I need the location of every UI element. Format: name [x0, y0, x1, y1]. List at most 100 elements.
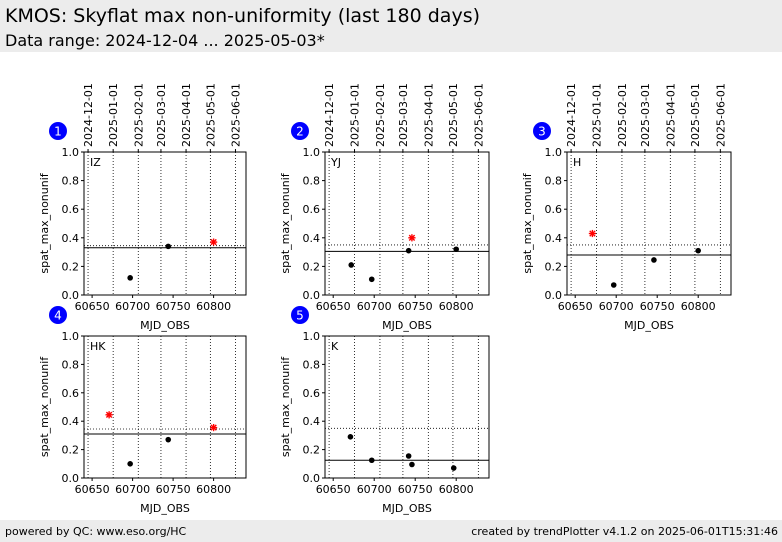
- outlier-stroke: [105, 411, 113, 419]
- panel-number-badge: [291, 306, 309, 324]
- y-tick-label: 0.2: [303, 444, 321, 457]
- data-point: [450, 465, 457, 471]
- data-point: [453, 246, 460, 253]
- x-tick-label: 60750: [156, 483, 191, 496]
- date-tick-label: 2025-04-01: [180, 83, 193, 147]
- x-tick-label: 60750: [156, 300, 191, 313]
- y-axis-label: spat_max_nonunif: [38, 356, 51, 457]
- x-tick-label: 60700: [599, 300, 634, 313]
- outlier-point: [210, 423, 218, 432]
- panel-number-badge: [533, 122, 551, 140]
- data-range-subtitle: Data range: 2024-12-04 ... 2025-05-03*: [5, 31, 325, 50]
- y-tick-label: 0.8: [303, 358, 321, 371]
- panel-number-label: 4: [54, 309, 62, 323]
- x-tick-label: 60750: [398, 300, 433, 313]
- y-tick-label: 0.0: [303, 289, 321, 302]
- y-axis-label: spat_max_nonunif: [279, 356, 292, 457]
- panel-number-badge: [49, 122, 67, 140]
- outlier-point: [408, 234, 416, 242]
- x-tick-label: 60750: [398, 483, 433, 496]
- date-tick-label: 2024-12-01: [82, 83, 95, 147]
- y-tick-label: 0.2: [545, 260, 563, 273]
- y-tick-label: 1.0: [303, 146, 321, 159]
- y-tick-label: 0.6: [303, 387, 321, 400]
- y-tick-label: 1.0: [62, 330, 80, 343]
- chart-panel-4: 0.0 0.2 0.4 0.6 0.8 1.0 60650 60700 60750 60800 MJ…: [38, 306, 247, 515]
- plot-frame: [324, 151, 490, 296]
- x-tick-label: 60800: [439, 483, 474, 496]
- band-label: IZ: [90, 156, 101, 169]
- panel-number-label: 2: [296, 125, 304, 139]
- x-tick-label: 60650: [558, 300, 593, 313]
- date-tick-label: 2025-03-01: [397, 83, 410, 147]
- x-tick-label: 60700: [357, 300, 392, 313]
- x-tick-label: 60700: [357, 483, 392, 496]
- panel-number-badge: [291, 122, 309, 140]
- y-tick-label: 0.4: [62, 415, 80, 428]
- x-tick-label: 60800: [439, 300, 474, 313]
- y-tick-label: 0.4: [545, 232, 563, 245]
- date-tick-label: 2025-02-01: [132, 83, 145, 147]
- y-tick-label: 1.0: [303, 330, 321, 343]
- y-tick-label: 0.0: [62, 472, 80, 485]
- data-point: [651, 257, 657, 263]
- data-point: [347, 434, 354, 440]
- y-tick-label: 0.8: [545, 175, 563, 188]
- date-tick-label: 2025-01-01: [349, 83, 362, 147]
- date-tick-label: 2025-06-01: [714, 83, 727, 147]
- y-tick-label: 0.8: [62, 358, 80, 371]
- data-point: [405, 453, 412, 459]
- y-tick-label: 0.2: [62, 260, 80, 273]
- x-tick-label: 60700: [115, 300, 150, 313]
- y-tick-label: 0.6: [303, 203, 321, 216]
- chart-panel-1: 0.0 0.2 0.4 0.6 0.8 1.0 60650 60700 60750 60800 20…: [38, 83, 247, 332]
- y-tick-label: 0.8: [62, 175, 80, 188]
- date-tick-label: 2024-12-01: [565, 83, 578, 147]
- x-axis-label: MJD_OBS: [624, 319, 674, 332]
- outlier-stroke: [589, 230, 596, 237]
- y-tick-label: 0.6: [62, 203, 80, 216]
- chart-panel-2: 0.0 0.2 0.4 0.6 0.8 1.0 60650 60700 60750 60800 20…: [279, 83, 490, 332]
- chart-panel-3: 0.0 0.2 0.4 0.6 0.8 1.0 60650 60700 60750 60800 20…: [521, 83, 732, 332]
- outlier-stroke: [210, 424, 217, 431]
- x-tick-label: 60750: [640, 300, 675, 313]
- date-tick-label: 2025-06-01: [229, 83, 242, 147]
- x-axis-label: MJD_OBS: [382, 502, 432, 515]
- x-tick-label: 60650: [316, 300, 351, 313]
- outlier-stroke: [408, 234, 416, 241]
- date-tick-label: 2024-12-01: [323, 83, 336, 147]
- date-tick-label: 2025-02-01: [616, 83, 629, 147]
- date-tick-label: 2025-03-01: [155, 83, 168, 147]
- y-tick-label: 0.2: [62, 444, 80, 457]
- date-tick-label: 2025-06-01: [472, 83, 485, 147]
- page-title: KMOS: Skyflat max non-uniformity (last 1…: [5, 5, 480, 27]
- outlier-point: [210, 238, 218, 246]
- header-bar: KMOS: Skyflat max non-uniformity (last 1…: [0, 0, 782, 52]
- y-tick-label: 0.2: [303, 260, 321, 273]
- y-tick-label: 0.0: [545, 289, 563, 302]
- y-tick-label: 0.8: [303, 175, 321, 188]
- x-tick-label: 60800: [196, 300, 231, 313]
- y-tick-label: 0.4: [303, 415, 321, 428]
- x-tick-label: 60650: [75, 300, 110, 313]
- date-tick-label: 2025-01-01: [107, 83, 120, 147]
- footer-powered-by: powered by QC: www.eso.org/HC: [5, 525, 187, 538]
- panel-number-badge: [49, 306, 67, 324]
- data-point: [127, 275, 133, 281]
- plot-frame: [83, 151, 247, 296]
- outlier-stroke: [210, 238, 217, 246]
- x-axis-label: MJD_OBS: [140, 502, 190, 515]
- band-label: YJ: [330, 156, 341, 169]
- data-point: [127, 461, 133, 467]
- data-point: [368, 457, 375, 464]
- x-tick-label: 60650: [75, 483, 110, 496]
- y-tick-label: 1.0: [62, 146, 80, 159]
- data-point: [348, 262, 355, 268]
- data-point: [610, 282, 617, 288]
- date-tick-label: 2025-02-01: [374, 83, 387, 147]
- y-tick-label: 0.0: [62, 289, 80, 302]
- date-tick-label: 2025-05-01: [689, 83, 702, 147]
- footer-created-by: created by trendPlotter v4.1.2 on 2025-0…: [471, 525, 778, 538]
- data-point: [165, 436, 172, 443]
- footer-bar: powered by QC: www.eso.org/HC created by…: [0, 520, 782, 542]
